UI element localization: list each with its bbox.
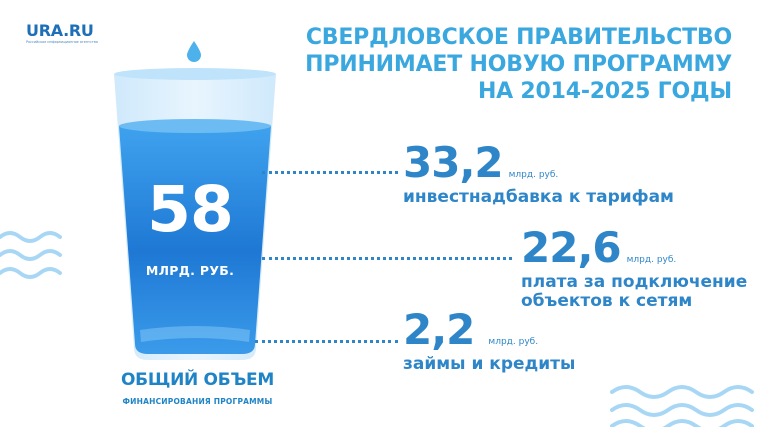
item-description: инвестнадбавка к тарифам: [403, 187, 674, 207]
headline-line-1: СВЕРДЛОВСКОЕ ПРАВИТЕЛЬСТВО: [305, 25, 732, 50]
total-sublabel: ФИНАНСИРОВАНИЯ ПРОГРАММЫ: [122, 397, 273, 406]
wave-decoration-left: [0, 231, 62, 279]
funding-item-3: 2,2 млрд. руб. займы и кредиты: [403, 309, 575, 374]
total-label: ОБЩИЙ ОБЪЕМ: [121, 370, 274, 390]
funding-item-1: 33,2 млрд. руб. инвестнадбавка к тарифам: [403, 142, 674, 207]
item-description: плата за подключение: [521, 272, 748, 292]
logo-tagline: Российское информационное агентство: [26, 40, 98, 44]
water-glass: [114, 68, 276, 360]
total-unit: МЛРД. РУБ.: [145, 263, 235, 278]
logo: URA.RU Российское информационное агентст…: [26, 22, 98, 45]
wave-decoration-right: [610, 385, 754, 427]
item-unit: млрд. руб.: [626, 255, 677, 265]
item-value: 33,2: [403, 138, 504, 187]
logo-name: URA.RU: [26, 21, 94, 40]
item-value: 22,6: [521, 223, 622, 272]
item-unit: млрд. руб.: [508, 170, 559, 180]
headline-line-3: НА 2014-2025 ГОДЫ: [477, 79, 732, 104]
item-description-line-2: объектов к сетям: [521, 291, 693, 311]
leader-line-1: [262, 171, 398, 174]
item-value: 2,2: [403, 305, 475, 354]
headline-line-2: ПРИНИМАЕТ НОВУЮ ПРОГРАММУ: [305, 52, 732, 77]
leader-line-3: [255, 340, 398, 343]
total-value: 58: [147, 173, 234, 246]
item-unit: млрд. руб.: [488, 337, 539, 347]
leader-line-2: [262, 257, 512, 260]
water-drop-icon: [187, 41, 201, 62]
headline: СВЕРДЛОВСКОЕ ПРАВИТЕЛЬСТВО ПРИНИМАЕТ НОВ…: [305, 24, 732, 105]
item-description: займы и кредиты: [403, 354, 576, 374]
funding-item-2: 22,6 млрд. руб. плата за подключение объ…: [521, 227, 747, 311]
